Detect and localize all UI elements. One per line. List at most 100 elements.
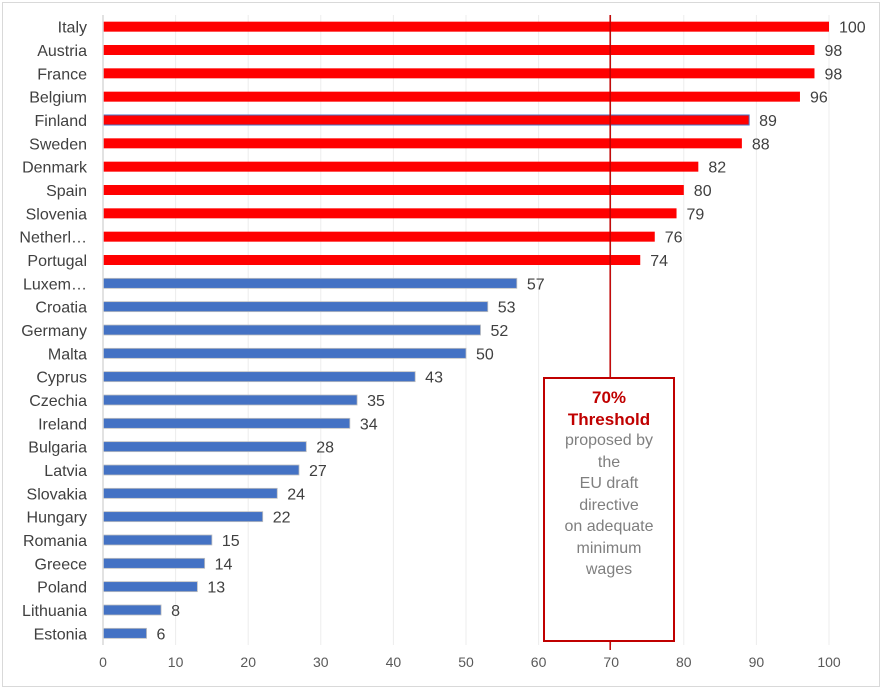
value-label: 79 xyxy=(687,206,705,223)
bar xyxy=(103,161,699,172)
x-tick-label: 20 xyxy=(240,654,256,670)
threshold-text-line: EU draft xyxy=(579,475,639,492)
bar xyxy=(102,371,416,383)
bar xyxy=(102,511,264,523)
category-label: Slovenia xyxy=(26,206,87,223)
category-label: Portugal xyxy=(27,253,87,270)
category-label: Greece xyxy=(35,556,88,573)
value-label: 53 xyxy=(498,300,516,317)
category-label: Austria xyxy=(37,43,87,60)
threshold-text-line: the xyxy=(597,453,621,471)
value-label: 28 xyxy=(316,440,334,457)
value-label: 76 xyxy=(665,230,683,247)
x-tick-label: 10 xyxy=(168,654,184,670)
bar xyxy=(102,581,198,593)
threshold-title-line1: 70% xyxy=(591,388,627,407)
bar xyxy=(102,557,206,569)
value-label: 13 xyxy=(207,580,225,597)
category-label: Germany xyxy=(21,323,87,340)
category-label: France xyxy=(37,66,87,83)
bar xyxy=(103,68,815,79)
category-label: Netherl… xyxy=(19,230,87,247)
category-label: Spain xyxy=(46,183,87,200)
x-tick-label: 50 xyxy=(458,654,474,670)
value-label: 43 xyxy=(425,370,443,387)
value-label: 88 xyxy=(752,136,770,153)
threshold-text-line: proposed by xyxy=(564,432,654,449)
threshold-title-line2: Threshold xyxy=(567,409,651,429)
threshold-annotation: 70% Threshold proposed by the EU draft d… xyxy=(543,377,675,642)
category-label: Slovakia xyxy=(27,486,88,503)
bar xyxy=(103,255,641,265)
threshold-text-line: directive xyxy=(579,496,639,514)
category-label: Sweden xyxy=(29,136,87,153)
bar xyxy=(102,347,467,359)
bar xyxy=(102,627,147,639)
value-label: 15 xyxy=(222,533,240,550)
bar xyxy=(102,114,750,126)
bars xyxy=(102,21,829,639)
value-label: 57 xyxy=(527,276,545,293)
value-label: 8 xyxy=(171,603,180,620)
bar xyxy=(102,464,300,476)
category-label: Croatia xyxy=(35,300,87,317)
category-label: Czechia xyxy=(29,393,87,410)
category-label: Ireland xyxy=(38,416,87,433)
category-label: Lithuania xyxy=(22,603,87,620)
bar xyxy=(103,208,677,219)
category-label: Latvia xyxy=(44,463,87,480)
bar xyxy=(103,21,829,32)
category-label: Denmark xyxy=(22,160,88,177)
category-label: Belgium xyxy=(29,90,87,107)
x-tick-label: 100 xyxy=(817,654,841,670)
value-label: 6 xyxy=(157,626,166,643)
threshold-text-line: wages xyxy=(585,561,633,578)
value-label: 74 xyxy=(650,253,668,270)
category-label: Romania xyxy=(23,533,87,550)
bar xyxy=(102,394,358,406)
threshold-text-line: minimum xyxy=(576,539,642,557)
value-label: 27 xyxy=(309,463,327,480)
value-label: 14 xyxy=(215,556,233,573)
bar xyxy=(102,417,351,429)
category-label: Estonia xyxy=(34,626,87,643)
bar xyxy=(102,534,213,546)
value-label: 22 xyxy=(273,510,291,527)
x-tick-label: 60 xyxy=(531,654,547,670)
bar xyxy=(103,231,655,242)
threshold-text-line: on adequate xyxy=(564,518,654,535)
value-label: 98 xyxy=(824,66,842,83)
x-tick-label: 30 xyxy=(313,654,329,670)
x-tick-label: 0 xyxy=(99,654,107,670)
bar xyxy=(102,487,278,499)
bar xyxy=(103,45,815,55)
x-tick-label: 90 xyxy=(749,654,765,670)
category-label: Bulgaria xyxy=(28,440,87,457)
bar xyxy=(103,138,742,149)
x-axis-ticks: 0 10 20 30 40 50 60 70 80 90 100 xyxy=(99,654,841,670)
value-label: 89 xyxy=(759,113,777,130)
value-label: 35 xyxy=(367,393,385,410)
value-label: 100 xyxy=(839,20,866,37)
x-tick-label: 70 xyxy=(603,654,619,670)
bar xyxy=(102,324,481,336)
category-label: Luxem… xyxy=(23,276,87,293)
category-label: Malta xyxy=(48,346,87,363)
category-label: Italy xyxy=(58,20,87,37)
value-label: 96 xyxy=(810,90,828,107)
category-labels: Italy Austria France Belgium Finland Sweden De… xyxy=(19,20,88,644)
value-label: 24 xyxy=(287,486,305,503)
value-label: 34 xyxy=(360,416,378,433)
value-label: 80 xyxy=(694,183,712,200)
category-label: Poland xyxy=(37,580,87,597)
x-tick-label: 40 xyxy=(386,654,402,670)
bar xyxy=(103,185,684,195)
category-label: Hungary xyxy=(27,510,87,527)
x-tick-label: 80 xyxy=(676,654,692,670)
category-label: Cyprus xyxy=(36,370,87,387)
category-label: Finland xyxy=(35,113,87,130)
value-label: 50 xyxy=(476,346,494,363)
